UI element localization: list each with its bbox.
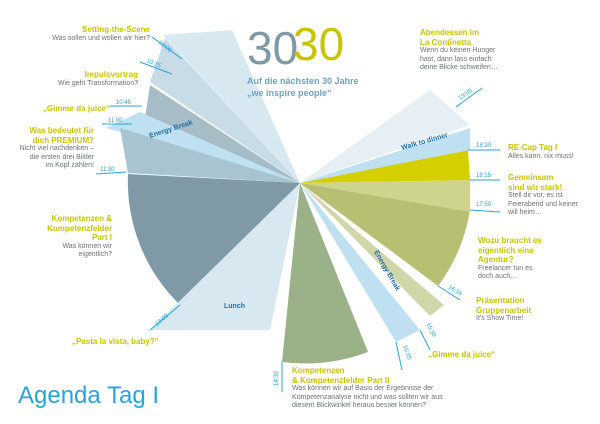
time-label: 18:15	[476, 173, 492, 179]
item-text: Was können wir auf Basis der Ergebnisse …	[292, 385, 443, 409]
sector-lunch	[150, 183, 300, 330]
sector-kompetenzen1	[127, 174, 300, 305]
item-title: Kompetenzen & Kompetenzfelder Part I	[47, 214, 112, 242]
item-text: Was sollen und wollen wir hier?	[52, 34, 150, 42]
sector-premium	[120, 128, 300, 183]
time-label: 10:45	[116, 100, 132, 106]
item-premium: Was bedeutet für dich PREMIUM? Nicht vie…	[10, 126, 94, 171]
item-recap: RE-Cap Tag I Alles kann, nix muss!	[508, 143, 594, 161]
time-label: 10:15	[145, 58, 162, 69]
sector-impuls	[150, 38, 300, 183]
item-text: It's Show Time!	[476, 315, 524, 322]
tick-1605	[395, 341, 403, 371]
item-title: „Gimme da juice“	[42, 104, 110, 113]
item-title: Wozu braucht es eigentlich eine Agentur?	[478, 236, 542, 264]
item-text: Nicht viel nachdenken – die ersten drei …	[19, 145, 94, 169]
item-impuls: Impulsvortrag Wie geht Transformation?	[20, 70, 138, 88]
item-title: Setting-the-Scene	[81, 25, 150, 34]
item-text: Stell dir vor, es ist Feierabend und kei…	[508, 192, 579, 216]
tagline-line2: „we inspire people“	[247, 88, 332, 98]
sector-kompetenzen2	[282, 183, 368, 364]
time-label: 16:05	[401, 345, 412, 362]
sector-abendessen	[300, 90, 470, 183]
wheel-sectors	[106, 30, 470, 364]
item-title: Impulsvortrag	[84, 70, 138, 79]
logo-left-30: 30	[247, 22, 298, 72]
break-lunch: Lunch	[224, 303, 245, 310]
item-title: „Pasta la vista, baby?“	[72, 337, 159, 346]
30-30-logo: 30 30	[247, 22, 344, 72]
item-title: Gemeinsam sind wir stark!	[508, 173, 563, 192]
tick-1015	[139, 61, 173, 75]
time-ticks	[95, 36, 501, 392]
item-gemeinsam: Gemeinsam sind wir stark! Stell dir vor,…	[508, 173, 594, 218]
item-title: Abendessen im La Continetta	[420, 28, 480, 47]
time-label: 17:50	[476, 202, 492, 208]
sector-gimme1	[145, 85, 300, 183]
item-text: Wenn du keinen Hunger hast, dann lass ei…	[420, 47, 498, 71]
tick-1630	[419, 329, 431, 351]
item-text: Was können wir eigentlich?	[62, 242, 112, 259]
item-kompetenzen1: Kompetenzen & Kompetenzfelder Part I Was…	[20, 214, 112, 260]
time-label: 18:30	[476, 143, 492, 149]
sector-agentur	[300, 183, 470, 286]
tick-1130	[95, 171, 127, 175]
sector-setting	[163, 30, 300, 183]
time-label: 11:00	[108, 118, 123, 124]
tick-1750	[469, 209, 501, 213]
item-gimme2: „Gimme da juice“	[428, 350, 538, 360]
tick-1000	[151, 36, 183, 60]
logo-right-30: 30	[293, 22, 344, 70]
tick-1300	[149, 304, 181, 331]
item-agentur: Wozu braucht es eigentlich eine Agentur?…	[478, 236, 588, 282]
item-title: Präsentation Gruppenarbeit	[476, 296, 532, 315]
tick-1900	[455, 87, 483, 108]
item-text: Alles kann, nix muss!	[508, 152, 574, 160]
item-text: Freelancer tun es doch auch…	[478, 264, 533, 281]
sector-gemeinsam	[300, 180, 470, 212]
item-text: Wie geht Transformation?	[57, 79, 138, 87]
item-setting: Setting-the-Scene Was sollen und wollen …	[20, 25, 150, 43]
time-label: 14:30	[274, 370, 280, 386]
item-abendessen: Abendessen im La Continetta Wenn du kein…	[420, 28, 530, 73]
item-pasta: „Pasta la vista, baby?“	[72, 337, 202, 347]
time-label: 16:30	[424, 322, 437, 339]
sector-praesentation	[300, 183, 444, 316]
agenda-title: Agenda Tag I	[18, 382, 160, 409]
item-praesentation: Präsentation Gruppenarbeit It's Show Tim…	[476, 296, 586, 324]
item-title: Was bedeutet für dich PREMIUM?	[29, 126, 94, 145]
item-title: „Gimme da juice“	[428, 350, 496, 359]
item-kompetenzen2: Kompetenzen & Kompetenzfelder Part II Wa…	[292, 366, 492, 411]
time-label: 11:30	[100, 167, 115, 173]
time-label: 16:50	[447, 285, 463, 298]
item-title: RE-Cap Tag I	[508, 143, 558, 152]
sector-walk	[300, 128, 470, 183]
item-gimme1: „Gimme da juice“	[20, 104, 110, 114]
sector-energy1	[106, 112, 300, 183]
tick-1650	[437, 285, 461, 301]
item-title: Kompetenzen & Kompetenzfelder Part II	[292, 366, 390, 385]
sector-energy2	[300, 183, 420, 342]
tagline-line1: Auf die nächsten 30 Jahre	[247, 76, 359, 86]
